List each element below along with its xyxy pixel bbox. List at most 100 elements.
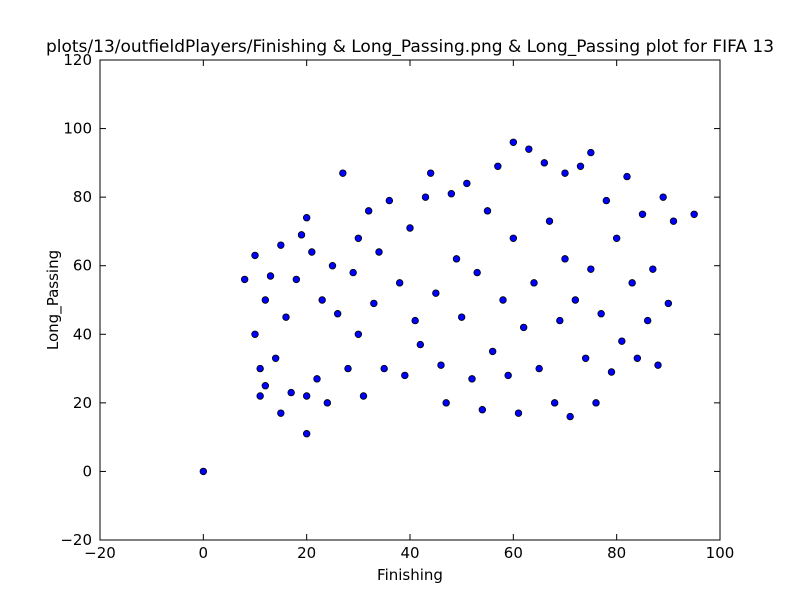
data-point	[649, 265, 657, 273]
data-point	[354, 330, 363, 338]
data-point	[380, 364, 388, 373]
data-point	[426, 169, 435, 177]
data-point	[540, 159, 549, 167]
data-point	[411, 316, 419, 325]
data-point	[514, 409, 523, 417]
data-point	[592, 399, 600, 407]
data-point	[478, 406, 487, 414]
data-point	[587, 148, 595, 157]
data-point	[251, 251, 259, 260]
chart-title: plots/13/outfieldPlayers/Finishing & Lon…	[46, 37, 774, 57]
x-tick-label: 40	[400, 544, 419, 562]
data-point	[659, 193, 667, 201]
data-point	[354, 234, 363, 242]
data-point	[566, 412, 574, 421]
data-point	[287, 388, 295, 397]
data-point	[452, 255, 461, 263]
data-point	[561, 169, 569, 177]
data-point	[370, 299, 378, 308]
x-tick-label: 80	[607, 544, 626, 562]
data-point	[587, 265, 595, 273]
y-tick-label: −20	[60, 531, 92, 549]
data-point	[339, 169, 347, 177]
data-point	[690, 210, 698, 218]
data-point	[302, 392, 311, 400]
data-point	[375, 248, 383, 256]
data-point	[483, 207, 492, 215]
data-point	[261, 296, 270, 304]
data-point	[669, 217, 678, 225]
data-point	[581, 354, 590, 362]
data-point	[519, 323, 528, 332]
data-point	[525, 145, 533, 153]
data-point	[654, 361, 662, 369]
data-point	[406, 224, 414, 232]
data-point	[261, 382, 270, 390]
y-axis-label: Long_Passing	[44, 250, 63, 350]
data-point	[442, 399, 450, 407]
data-point	[618, 337, 626, 345]
x-axis-label: Finishing	[377, 566, 443, 584]
x-tick-label: 100	[706, 544, 735, 562]
data-point	[323, 399, 332, 407]
data-point	[602, 196, 611, 205]
axis-ticks: −20 0 20 40 60 80 100 −20 0 20 40 60 80 100 120	[60, 51, 734, 562]
y-tick-label: 0	[82, 462, 92, 480]
y-tick-label: 80	[73, 188, 92, 206]
x-tick-label: 60	[504, 544, 523, 562]
data-point	[277, 409, 285, 417]
data-point	[256, 364, 264, 373]
data-point	[416, 340, 425, 349]
data-point	[266, 272, 275, 280]
data-point	[364, 207, 373, 215]
data-point	[401, 371, 409, 380]
data-point	[473, 268, 481, 277]
data-point	[302, 430, 311, 438]
data-point	[628, 279, 636, 287]
y-tick-label: 60	[73, 257, 92, 275]
data-point	[561, 255, 569, 263]
data-point	[297, 231, 306, 239]
data-point	[638, 210, 647, 218]
data-point	[432, 289, 440, 297]
y-tick-label: 120	[63, 51, 92, 69]
data-point	[437, 361, 445, 369]
data-point	[349, 268, 357, 277]
data-point	[576, 162, 585, 170]
data-point	[292, 275, 301, 284]
data-point	[282, 313, 290, 321]
data-point	[457, 313, 466, 321]
data-point	[395, 279, 404, 287]
x-tick-label: −20	[84, 544, 116, 562]
data-point	[199, 467, 208, 476]
data-point	[468, 375, 476, 383]
y-tick-label: 20	[73, 394, 92, 412]
data-point	[328, 262, 337, 270]
data-point	[597, 310, 605, 318]
data-point	[530, 279, 538, 287]
data-point	[664, 299, 673, 308]
data-point	[385, 196, 394, 205]
data-point	[494, 162, 502, 170]
data-point	[344, 364, 352, 373]
data-point	[509, 138, 518, 146]
data-point	[545, 217, 554, 225]
data-point	[643, 316, 652, 325]
data-point	[271, 354, 280, 362]
x-tick-label: 20	[297, 544, 316, 562]
data-point	[359, 392, 368, 400]
plot-frame	[99, 59, 721, 541]
x-tick-label: 0	[199, 544, 209, 562]
y-tick-label: 100	[63, 120, 92, 138]
data-point	[302, 214, 311, 222]
data-point	[463, 179, 471, 188]
data-point	[556, 316, 564, 325]
data-point	[504, 371, 512, 380]
data-point	[447, 190, 456, 198]
data-point	[421, 193, 430, 201]
data-point	[240, 275, 249, 284]
data-point	[313, 375, 321, 383]
data-point	[535, 364, 543, 373]
data-point	[623, 172, 631, 181]
data-point	[571, 296, 580, 304]
